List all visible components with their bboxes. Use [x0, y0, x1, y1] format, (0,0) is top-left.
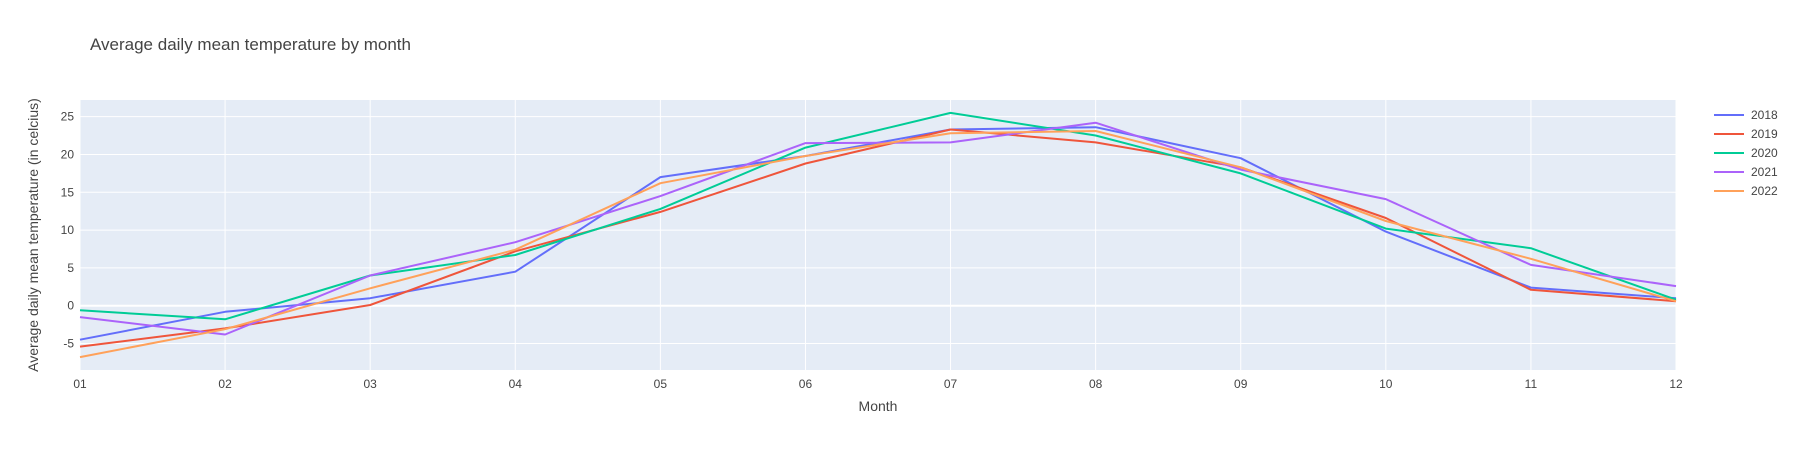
legend-item-2021[interactable]: 2021 — [1714, 165, 1778, 179]
series-lines — [79, 111, 1677, 359]
chart-title: Average daily mean temperature by month — [90, 35, 411, 54]
y-tick-label: 0 — [67, 299, 74, 313]
y-tick-label: 5 — [67, 261, 74, 275]
legend-label: 2018 — [1751, 108, 1778, 122]
x-tick-label: 10 — [1379, 377, 1393, 391]
x-tick-label: 05 — [654, 377, 668, 391]
series-line-2020 — [79, 111, 1677, 321]
x-tick-label: 09 — [1234, 377, 1248, 391]
legend-item-2019[interactable]: 2019 — [1714, 127, 1778, 141]
legend-label: 2020 — [1751, 146, 1778, 160]
y-tick-label: 20 — [61, 147, 75, 161]
x-tick-label: 02 — [218, 377, 232, 391]
y-tick-label: 10 — [61, 223, 75, 237]
legend-item-2020[interactable]: 2020 — [1714, 146, 1778, 160]
series-line-2021 — [79, 121, 1677, 336]
series-line-2019 — [79, 128, 1677, 348]
legend-label: 2021 — [1751, 165, 1778, 179]
legend-label: 2022 — [1751, 184, 1778, 198]
y-tick-label: -5 — [63, 337, 74, 351]
x-tick-label: 04 — [509, 377, 523, 391]
series-line-2022 — [79, 130, 1677, 359]
legend-item-2018[interactable]: 2018 — [1714, 108, 1778, 122]
legend[interactable]: 2018 2019 2020 2021 2022 — [1714, 108, 1778, 198]
x-tick-label: 06 — [799, 377, 813, 391]
x-tick-label: 07 — [944, 377, 958, 391]
y-axis-ticks: -5 0 5 10 15 20 25 — [61, 110, 75, 351]
grid-lines — [79, 100, 1677, 370]
y-tick-label: 25 — [61, 110, 75, 124]
x-tick-label: 03 — [364, 377, 378, 391]
legend-item-2022[interactable]: 2022 — [1714, 184, 1778, 198]
x-tick-label: 01 — [73, 377, 87, 391]
x-axis-ticks: 01 02 03 04 05 06 07 08 09 10 11 12 — [73, 377, 1683, 391]
x-tick-label: 11 — [1525, 377, 1538, 391]
x-axis-label: Month — [859, 398, 898, 414]
legend-label: 2019 — [1751, 127, 1778, 141]
x-tick-label: 12 — [1669, 377, 1683, 391]
x-tick-label: 08 — [1089, 377, 1103, 391]
y-axis-label: Average daily mean temperature (in celci… — [25, 98, 41, 372]
y-tick-label: 15 — [61, 185, 75, 199]
